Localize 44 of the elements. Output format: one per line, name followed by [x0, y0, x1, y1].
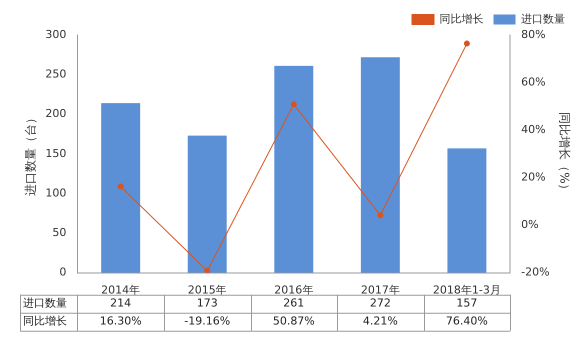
y-tick-label: 150 [45, 146, 66, 160]
data-label: 76.40% [446, 314, 488, 328]
y2-tick-label: 40% [521, 122, 546, 136]
y2-tick-label: 60% [521, 75, 546, 88]
x-tick-label: 2017年 [360, 283, 400, 296]
bar [188, 136, 227, 273]
y2-tick-label: -20% [521, 266, 550, 279]
y-tick-label: 300 [45, 28, 66, 41]
y2-axis-title: 同比增长（%） [558, 112, 572, 196]
data-label: 4.21% [362, 314, 398, 328]
y-tick-label: 100 [45, 186, 66, 200]
legend-label: 进口数量 [521, 12, 565, 26]
x-tick-label: 2018年1-3月 [432, 283, 501, 296]
data-label: 272 [370, 296, 391, 310]
y2-tick-label: 0% [521, 218, 539, 232]
bar [360, 57, 400, 273]
y-tick-label: 250 [45, 67, 66, 80]
data-label: 261 [283, 296, 304, 310]
text: 进口数量 [23, 296, 67, 310]
data-label: 50.87% [272, 314, 315, 328]
data-label: -19.16% [184, 314, 230, 328]
data-label: 173 [196, 296, 218, 310]
y-tick-label: 50 [52, 226, 66, 240]
y-tick-label: 0 [59, 266, 66, 279]
bar [447, 148, 486, 273]
x-tick-label: 2015年 [188, 283, 227, 296]
point [464, 40, 470, 47]
legend-label: 同比增长 [440, 12, 484, 26]
y-axis-title: 进口数量（台） [23, 112, 38, 196]
data-label: 16.30% [100, 314, 142, 328]
bar [274, 66, 314, 273]
data-label: 157 [456, 296, 478, 310]
point [377, 212, 384, 218]
point [204, 268, 210, 273]
x-tick-label: 2016年 [274, 283, 314, 296]
y-tick-label: 200 [45, 107, 66, 120]
bar [101, 103, 140, 273]
data-label: 214 [110, 296, 132, 310]
text: 同比增长 [23, 314, 67, 328]
y2-tick-label: 80% [521, 28, 546, 41]
y2-tick-label: 20% [521, 170, 546, 184]
point [290, 101, 297, 108]
x-tick-label: 2014年 [101, 283, 140, 296]
point [118, 183, 124, 190]
